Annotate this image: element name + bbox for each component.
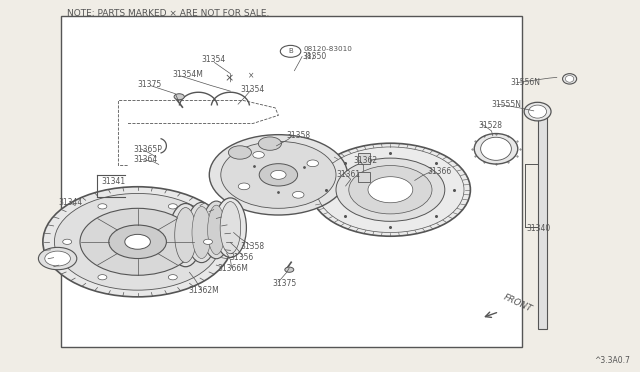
Text: 31555N: 31555N [492,100,522,109]
Ellipse shape [175,208,196,263]
Ellipse shape [192,206,211,259]
Circle shape [168,275,177,280]
Circle shape [168,204,177,209]
Circle shape [109,225,166,259]
Text: 31361: 31361 [336,170,360,179]
Text: 31350: 31350 [302,52,326,61]
Text: 08120-83010: 08120-83010 [303,46,352,52]
Circle shape [285,267,294,272]
Circle shape [238,183,250,190]
Text: NOTE; PARTS MARKED × ARE NOT FOR SALE.: NOTE; PARTS MARKED × ARE NOT FOR SALE. [67,9,269,18]
Text: 31556N: 31556N [511,78,541,87]
Circle shape [125,234,150,249]
Ellipse shape [186,202,217,263]
Circle shape [280,45,301,57]
Bar [358,153,370,164]
Text: 31341: 31341 [101,177,125,186]
Circle shape [259,137,282,150]
Text: (8): (8) [305,52,315,59]
Text: 31375: 31375 [272,279,296,288]
Circle shape [209,135,348,215]
Ellipse shape [169,203,202,267]
Text: 31358: 31358 [240,242,264,251]
Circle shape [174,94,184,100]
Text: ×: × [225,73,234,83]
Circle shape [307,160,319,167]
Circle shape [221,141,336,208]
Circle shape [253,151,264,158]
Circle shape [228,146,252,159]
Text: ^3.3A0.7: ^3.3A0.7 [595,356,630,365]
Circle shape [259,164,298,186]
Ellipse shape [481,137,511,160]
Circle shape [45,251,70,266]
Bar [358,172,370,182]
Text: 31366: 31366 [428,167,452,176]
Ellipse shape [202,201,230,259]
Circle shape [43,187,232,297]
Circle shape [54,193,221,290]
Text: 31356: 31356 [229,253,253,262]
Text: 31366M: 31366M [218,264,248,273]
Circle shape [368,177,413,203]
Bar [61,16,522,347]
Text: 31362: 31362 [353,156,378,165]
Circle shape [98,275,107,280]
Text: 31528: 31528 [479,121,503,130]
Circle shape [63,239,72,244]
Text: 31365P: 31365P [133,145,162,154]
Text: B: B [288,48,293,54]
Ellipse shape [207,205,225,254]
Circle shape [292,192,304,198]
Circle shape [336,158,445,221]
Circle shape [310,143,470,236]
Text: 31340: 31340 [526,224,550,233]
Ellipse shape [220,202,241,254]
Circle shape [98,204,107,209]
Text: 31364: 31364 [133,155,157,164]
Text: 31344: 31344 [59,198,83,207]
Ellipse shape [529,105,547,118]
Circle shape [349,166,432,214]
Ellipse shape [566,76,574,82]
Ellipse shape [524,102,551,121]
Circle shape [271,170,286,179]
Ellipse shape [214,198,246,257]
Text: ×: × [248,72,255,81]
Text: 31358: 31358 [287,131,311,140]
Circle shape [80,208,195,275]
Text: 31375: 31375 [138,80,162,89]
Ellipse shape [563,74,577,84]
Bar [538,108,547,329]
Circle shape [204,239,212,244]
Text: 31354: 31354 [202,55,226,64]
Text: 31354M: 31354M [173,70,204,79]
Text: 31354: 31354 [240,85,264,94]
Text: 31362M: 31362M [189,286,220,295]
Ellipse shape [474,134,518,164]
Circle shape [38,247,77,270]
Text: FRONT: FRONT [502,293,534,314]
